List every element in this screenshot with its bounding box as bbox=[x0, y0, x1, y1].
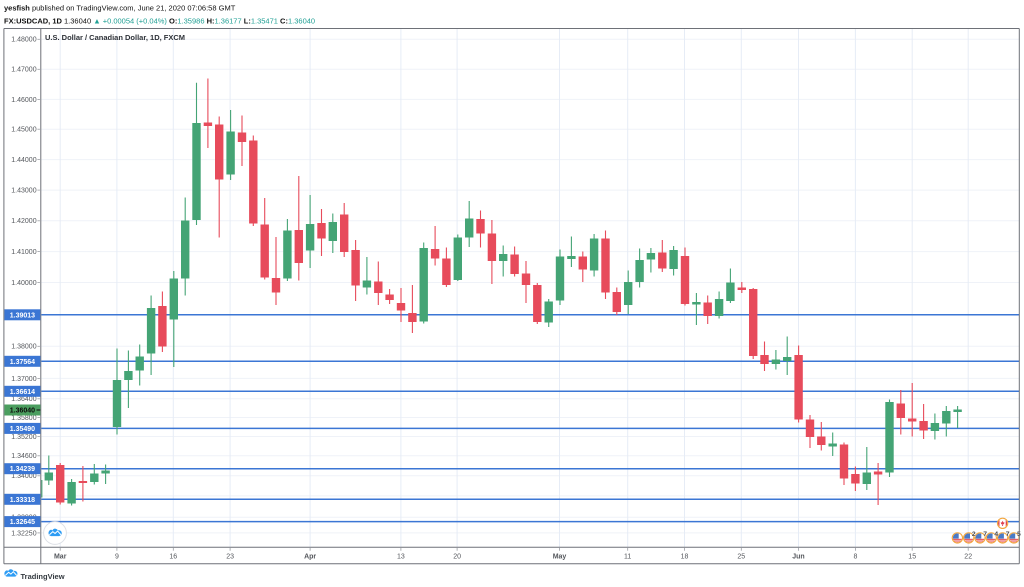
svg-text:7: 7 bbox=[983, 531, 987, 538]
svg-text:23: 23 bbox=[226, 553, 234, 560]
svg-text:7: 7 bbox=[1006, 531, 1010, 538]
svg-text:1.42000: 1.42000 bbox=[11, 218, 36, 225]
svg-text:1.45000: 1.45000 bbox=[11, 127, 36, 134]
svg-text:U.S. Dollar / Canadian Dollar,: U.S. Dollar / Canadian Dollar, 1D, FXCM bbox=[45, 33, 185, 42]
svg-text:1.36040: 1.36040 bbox=[10, 408, 35, 415]
svg-text:18: 18 bbox=[681, 553, 689, 560]
svg-text:1.46000: 1.46000 bbox=[11, 97, 36, 104]
svg-text:Apr: Apr bbox=[304, 553, 316, 560]
svg-text:25: 25 bbox=[737, 553, 745, 560]
svg-text:1.33318: 1.33318 bbox=[10, 497, 35, 504]
svg-text:1.36400: 1.36400 bbox=[11, 396, 36, 403]
svg-text:1.37564: 1.37564 bbox=[10, 359, 35, 366]
svg-text:1.35490: 1.35490 bbox=[10, 426, 35, 433]
svg-text:1.34239: 1.34239 bbox=[10, 466, 35, 473]
svg-text:15: 15 bbox=[908, 553, 916, 560]
svg-text:1.38000: 1.38000 bbox=[11, 344, 36, 351]
svg-text:Mar: Mar bbox=[54, 553, 67, 560]
svg-text:1.43000: 1.43000 bbox=[11, 188, 36, 195]
svg-text:1.44000: 1.44000 bbox=[11, 157, 36, 164]
svg-text:1.35200: 1.35200 bbox=[11, 434, 36, 441]
svg-text:8: 8 bbox=[853, 553, 857, 560]
svg-text:1.36614: 1.36614 bbox=[10, 389, 35, 396]
svg-text:20: 20 bbox=[453, 553, 461, 560]
svg-text:1.32250: 1.32250 bbox=[11, 530, 36, 537]
svg-text:1.32645: 1.32645 bbox=[10, 519, 35, 526]
svg-text:FX:USDCAD, 1D 1.36040 ▲ +0.00: FX:USDCAD, 1D 1.36040 ▲ +0.00054 (+0.04%… bbox=[4, 17, 315, 26]
svg-text:1.40000: 1.40000 bbox=[11, 280, 36, 287]
svg-text:1.34600: 1.34600 bbox=[11, 453, 36, 460]
svg-text:22: 22 bbox=[964, 553, 972, 560]
svg-text:11: 11 bbox=[624, 553, 631, 560]
svg-text:4: 4 bbox=[994, 531, 998, 538]
svg-text:1.34000: 1.34000 bbox=[11, 473, 36, 480]
svg-text:yesfish published on TradingVi: yesfish published on TradingView.com, Ju… bbox=[4, 4, 236, 13]
svg-text:TradingView: TradingView bbox=[21, 572, 65, 581]
svg-text:13: 13 bbox=[397, 553, 405, 560]
svg-text:1.37000: 1.37000 bbox=[11, 376, 36, 383]
svg-text:1.48000: 1.48000 bbox=[11, 37, 36, 44]
svg-text:1.39013: 1.39013 bbox=[10, 312, 35, 319]
svg-text:Jun: Jun bbox=[792, 553, 804, 560]
svg-text:May: May bbox=[553, 553, 567, 560]
svg-text:9: 9 bbox=[115, 553, 119, 560]
svg-text:1.47000: 1.47000 bbox=[11, 67, 36, 74]
svg-text:1.41000: 1.41000 bbox=[11, 249, 36, 256]
svg-text:16: 16 bbox=[169, 553, 177, 560]
svg-text:1.35800: 1.35800 bbox=[11, 415, 36, 422]
svg-text:2: 2 bbox=[972, 531, 976, 538]
